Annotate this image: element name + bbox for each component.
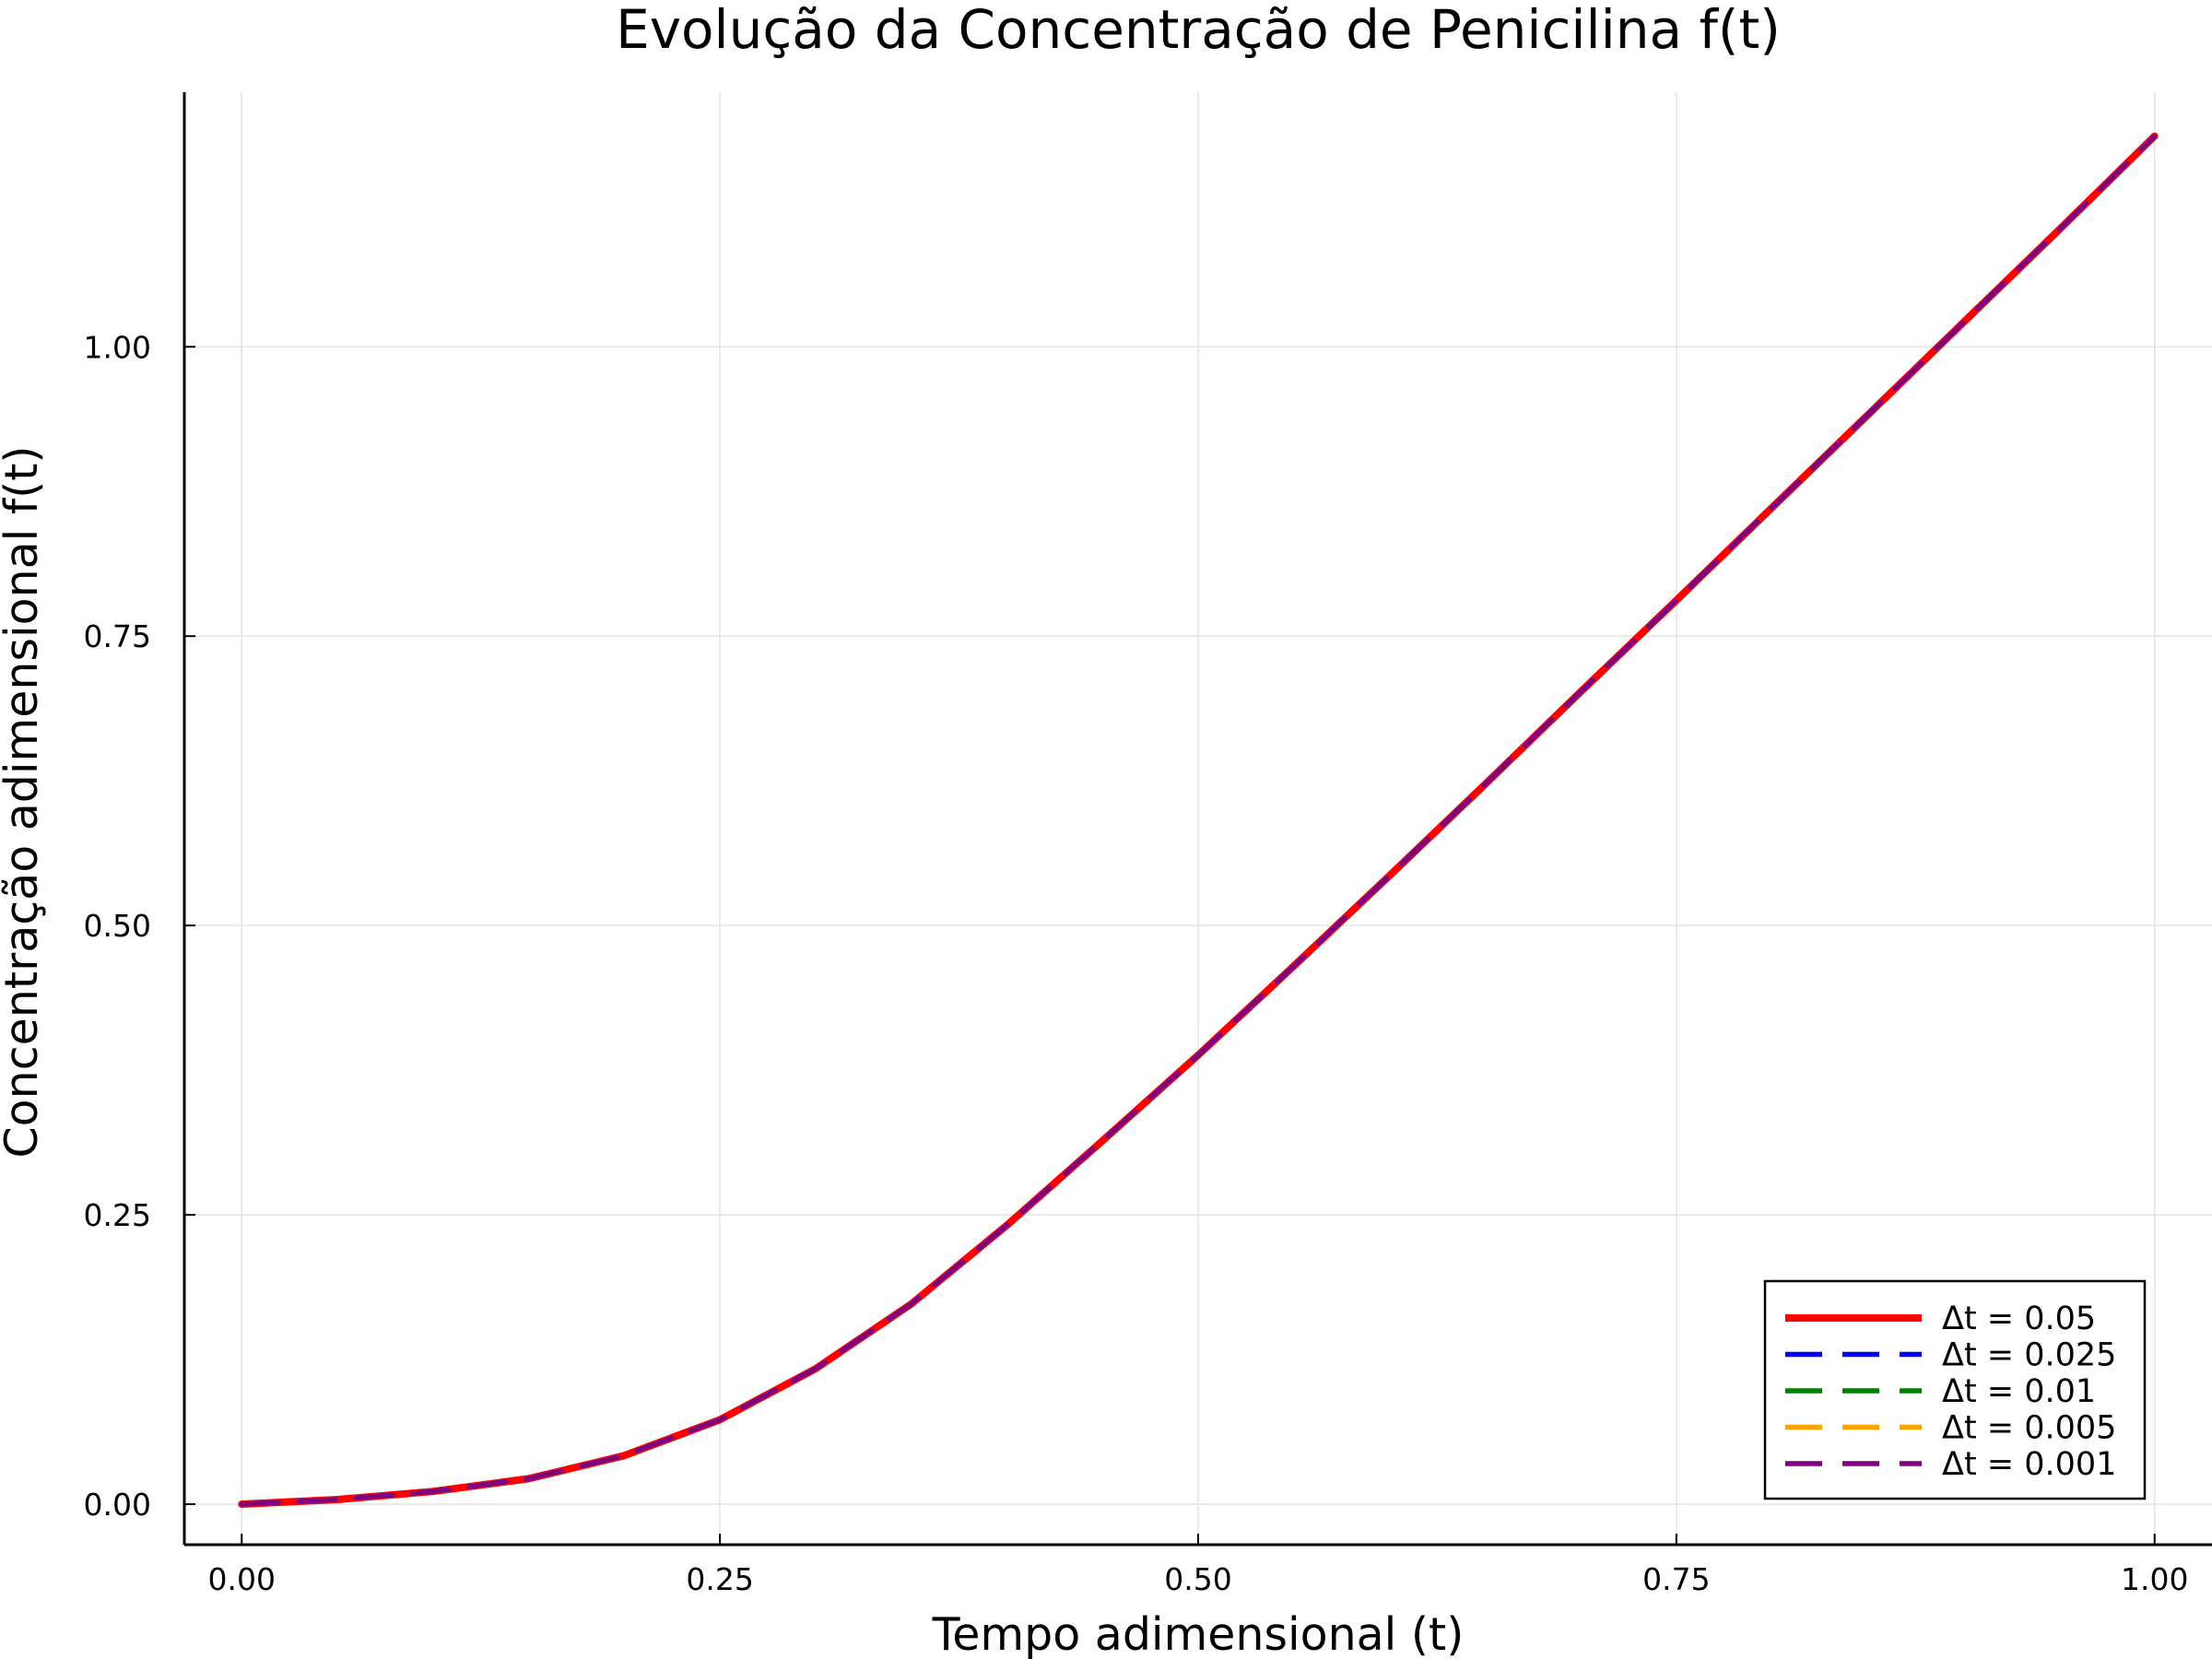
x-tick-label: 0.25 — [686, 1561, 753, 1597]
y-tick-label: 0.25 — [84, 1197, 151, 1233]
y-axis-label: Concentração adimensional f(t) — [0, 445, 48, 1158]
y-tick-label: 0.75 — [84, 618, 151, 654]
legend-label: Δt = 0.001 — [1942, 1446, 2116, 1483]
y-tick-label: 1.00 — [84, 329, 151, 365]
series-line — [239, 133, 2158, 1507]
y-tick-label: 0.50 — [84, 908, 151, 944]
legend-label: Δt = 0.01 — [1942, 1373, 2096, 1410]
grid-lines — [184, 92, 2212, 1545]
legend-label: Δt = 0.05 — [1942, 1300, 2096, 1337]
axes — [182, 92, 2212, 1547]
y-tick-label: 0.00 — [84, 1487, 151, 1523]
legend-label: Δt = 0.005 — [1942, 1410, 2116, 1447]
chart-title: Evolução da Concentração de Penicilina f… — [616, 0, 1781, 61]
x-tick-label: 0.00 — [208, 1561, 276, 1597]
x-axis-label: Tempo adimensional (t) — [932, 1608, 1465, 1659]
series-lines — [238, 132, 2159, 1508]
x-tick-label: 1.00 — [2121, 1561, 2188, 1597]
tick-labels: 0.00 0.25 0.50 0.75 1.00 0.00 0.25 0.50 0.75 1.00 — [84, 329, 2189, 1597]
x-tick-label: 0.75 — [1642, 1561, 1710, 1597]
x-tick-label: 0.50 — [1164, 1561, 1231, 1597]
legend-label: Δt = 0.025 — [1942, 1337, 2116, 1374]
